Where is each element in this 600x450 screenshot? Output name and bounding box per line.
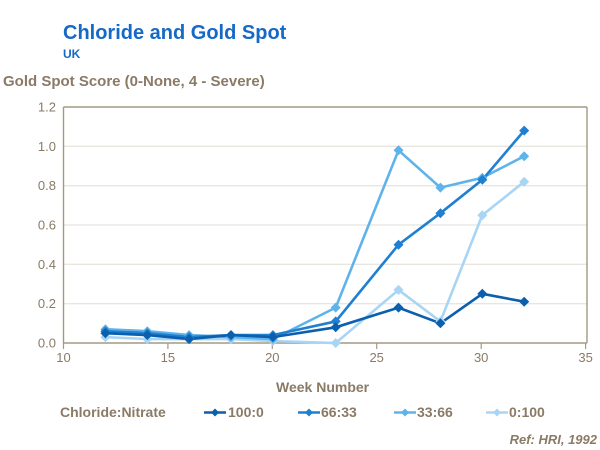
svg-text:66:33: 66:33 <box>321 404 357 420</box>
svg-text:1.0: 1.0 <box>38 139 56 154</box>
svg-text:1.2: 1.2 <box>38 100 56 115</box>
svg-text:0:100: 0:100 <box>509 404 545 420</box>
svg-text:0.8: 0.8 <box>38 178 56 193</box>
svg-text:25: 25 <box>369 350 383 365</box>
svg-text:35: 35 <box>578 350 592 365</box>
svg-text:20: 20 <box>265 350 279 365</box>
svg-text:30: 30 <box>474 350 488 365</box>
svg-text:0.6: 0.6 <box>38 218 56 233</box>
svg-text:Chloride:Nitrate: Chloride:Nitrate <box>60 404 166 420</box>
svg-text:100:0: 100:0 <box>228 404 264 420</box>
svg-text:33:66: 33:66 <box>417 404 453 420</box>
svg-text:10: 10 <box>56 350 70 365</box>
svg-text:0.2: 0.2 <box>38 296 56 311</box>
svg-text:0.0: 0.0 <box>38 336 56 351</box>
svg-text:15: 15 <box>161 350 175 365</box>
svg-text:0.4: 0.4 <box>38 257 56 272</box>
